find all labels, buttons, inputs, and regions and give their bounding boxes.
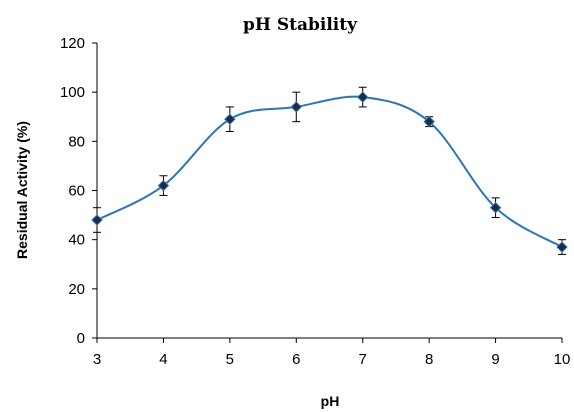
y-tick-label: 120 (60, 35, 85, 52)
x-tick-label: 9 (491, 351, 499, 368)
data-point-marker (423, 115, 435, 128)
series-line (96, 95, 563, 248)
x-tick-label: 10 (554, 351, 571, 368)
data-point-marker (91, 214, 103, 226)
x-axis-ticks: 3 4 5 6 7 8 9 10 (93, 338, 571, 368)
data-points (91, 91, 568, 253)
data-point-marker (357, 91, 369, 103)
y-axis-label: Residual Activity (%) (14, 121, 30, 259)
y-axis-ticks: 0 20 40 60 80 100 120 (60, 35, 97, 347)
data-point-marker (157, 179, 170, 192)
data-point-marker (489, 202, 502, 214)
chart-title: pH Stability (243, 15, 358, 35)
data-point-marker (556, 241, 568, 253)
y-tick-label: 60 (68, 183, 85, 200)
y-tick-label: 40 (68, 232, 85, 249)
y-tick-label: 80 (68, 133, 85, 150)
y-tick-label: 0 (77, 330, 85, 347)
y-tick-label: 20 (68, 281, 85, 298)
error-bars (93, 86, 566, 255)
y-tick-label: 100 (60, 84, 85, 101)
x-tick-label: 3 (93, 351, 101, 368)
x-tick-label: 8 (425, 351, 433, 368)
x-tick-label: 6 (292, 351, 300, 368)
x-tick-label: 4 (159, 351, 167, 368)
x-tick-label: 5 (226, 351, 234, 368)
data-point-marker (224, 113, 236, 125)
data-point-marker (290, 101, 302, 113)
x-tick-label: 7 (359, 351, 367, 368)
x-axis-label: pH (321, 393, 340, 409)
